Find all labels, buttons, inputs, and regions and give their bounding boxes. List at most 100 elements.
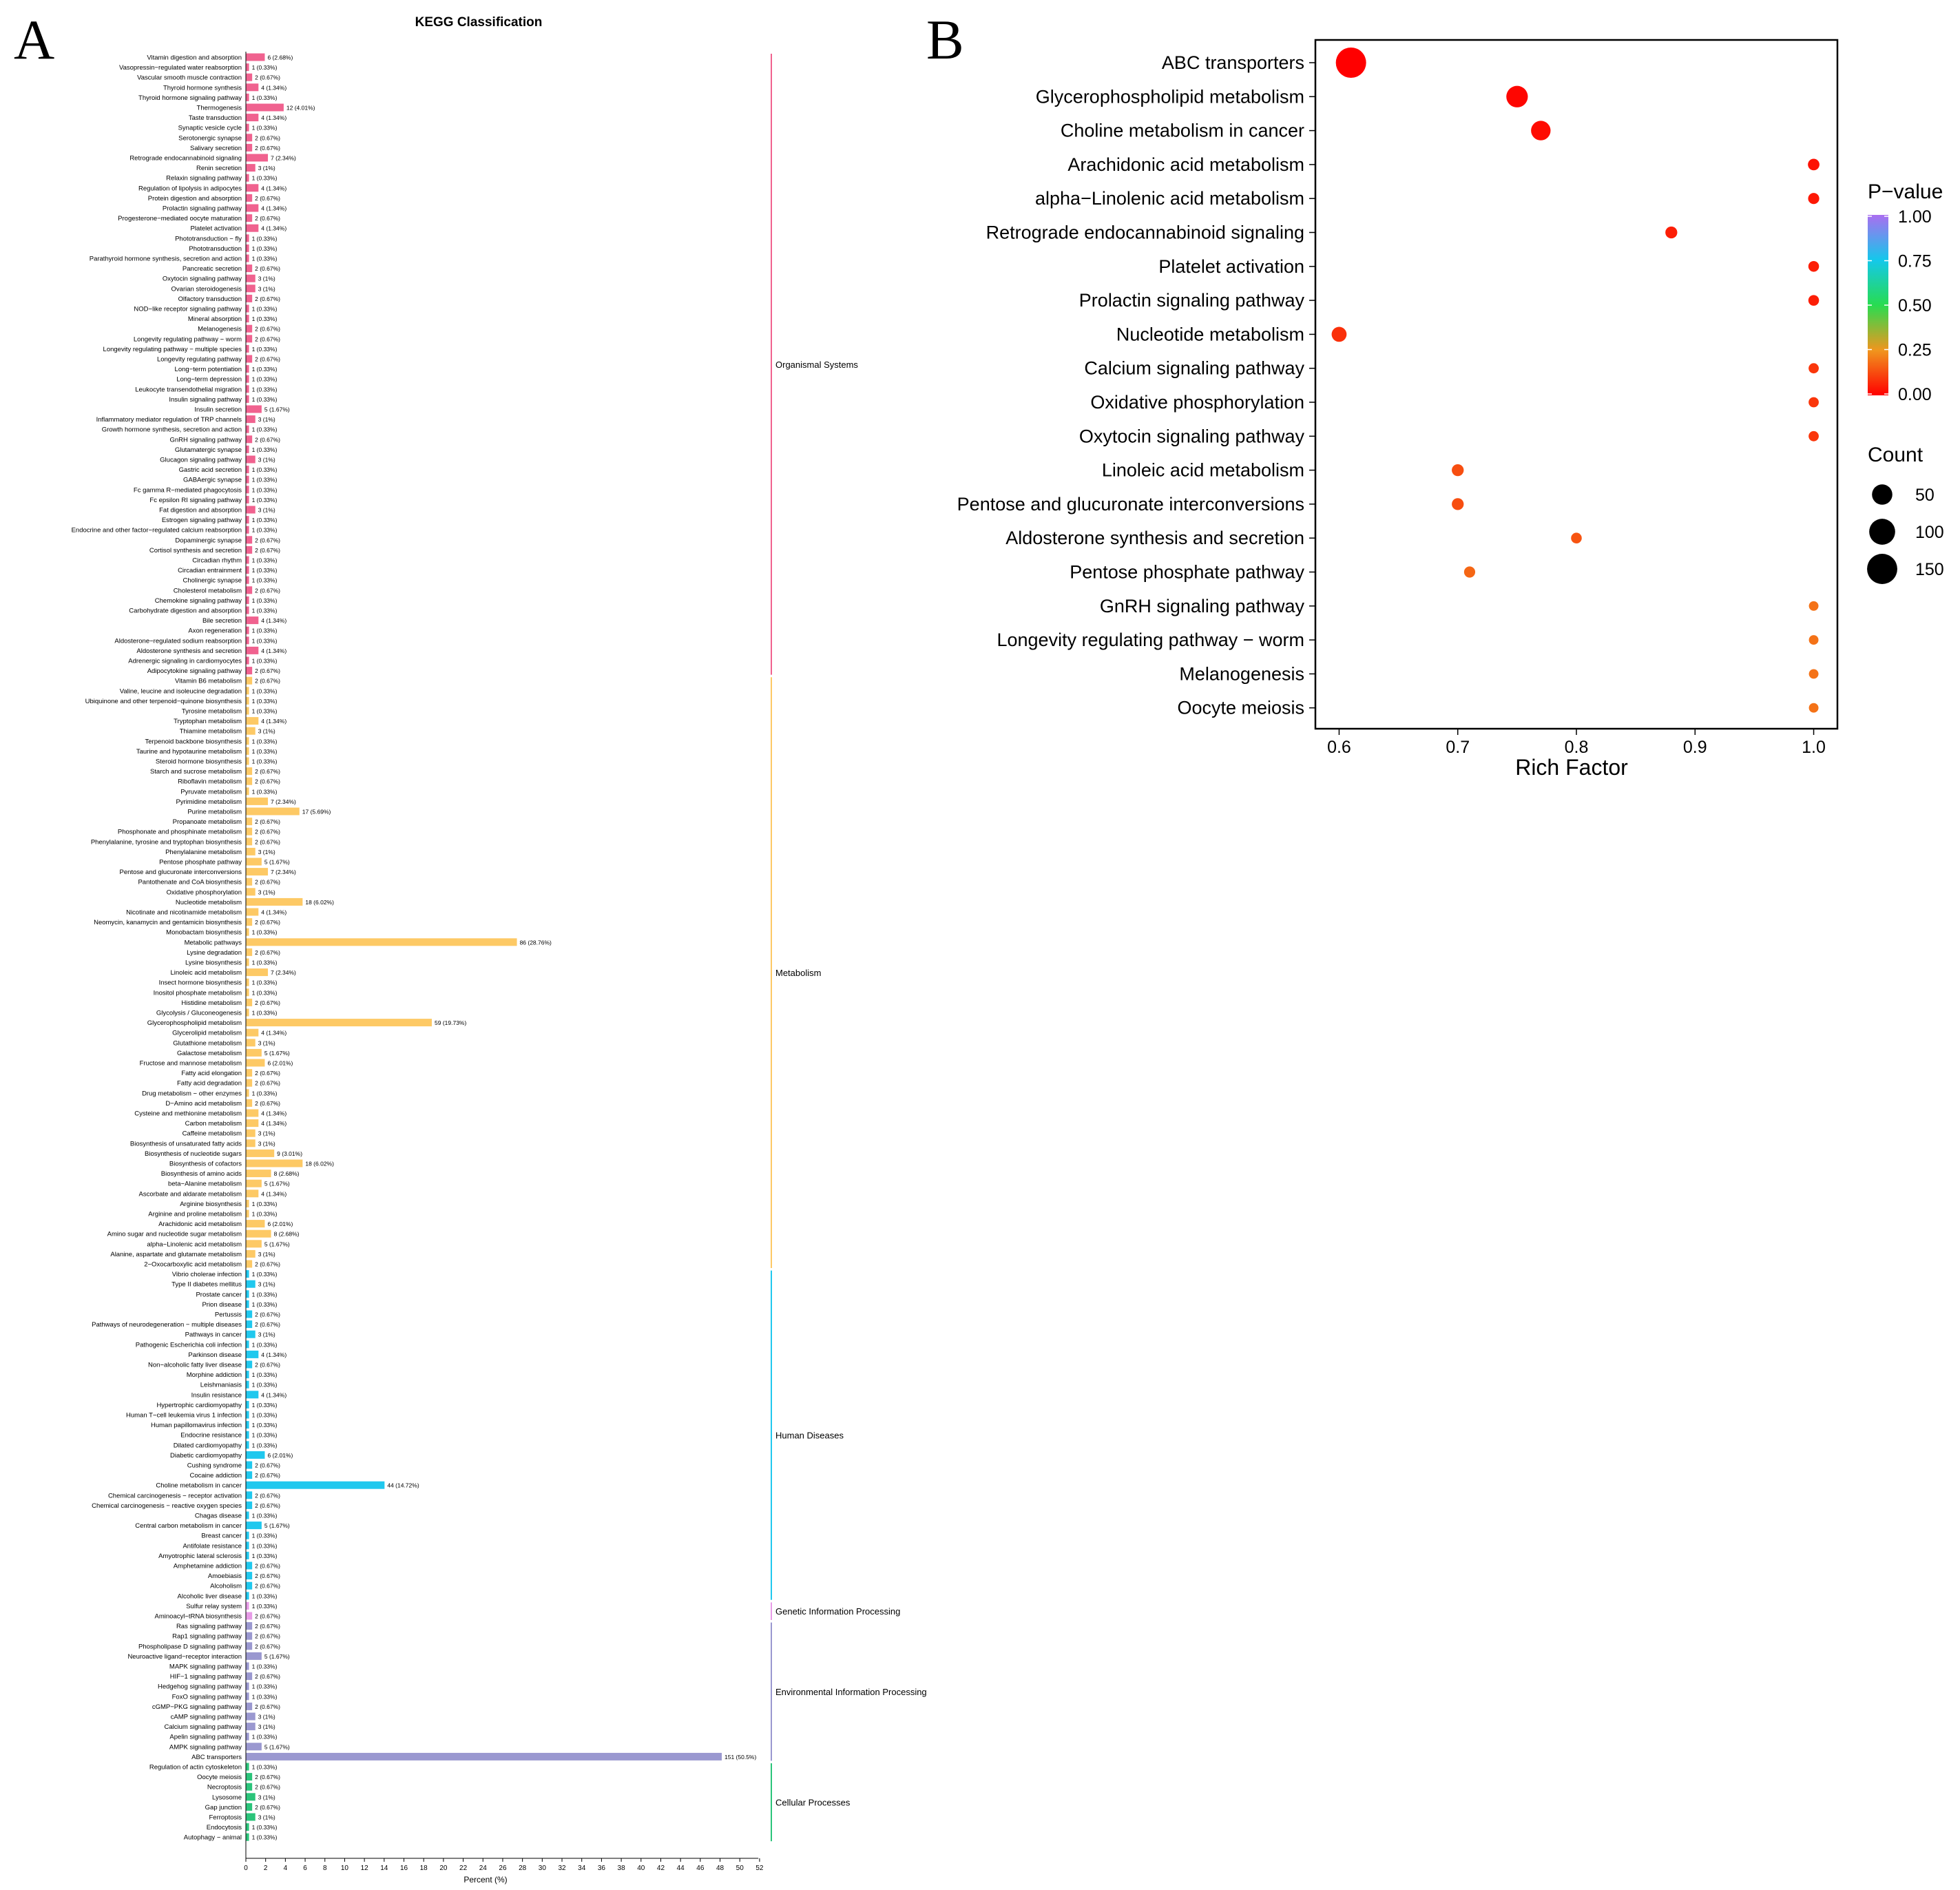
dot <box>1808 363 1819 374</box>
bar-value-label: 1 (0.33%) <box>252 497 278 503</box>
bar <box>246 938 517 946</box>
bar <box>246 93 249 101</box>
bar <box>246 777 253 785</box>
bar <box>246 546 253 554</box>
bar-value-label: 2 (0.67%) <box>255 919 280 926</box>
count-legend-title: Count <box>1868 444 1923 466</box>
bar-value-label: 1 (0.33%) <box>252 1402 278 1409</box>
bar-value-label: 2 (0.67%) <box>255 949 280 956</box>
count-legend-label: 50 <box>1915 486 1935 505</box>
bar-value-label: 5 (1.67%) <box>264 1522 290 1529</box>
category-label: Alcoholic liver disease <box>178 1592 242 1600</box>
bar <box>246 1008 249 1017</box>
category-label: Aldosterone synthesis and secretion <box>136 647 242 655</box>
bar-value-label: 3 (1%) <box>258 457 275 464</box>
bar <box>246 928 249 936</box>
bar-value-label: 1 (0.33%) <box>252 1552 278 1559</box>
category-label: Pyrimidine metabolism <box>176 798 242 806</box>
bar <box>246 1320 253 1329</box>
bar <box>246 1461 253 1469</box>
bar <box>246 908 259 916</box>
bar <box>246 1310 253 1318</box>
category-label: Glycerolipid metabolism <box>172 1030 242 1037</box>
bar-value-label: 1 (0.33%) <box>252 627 278 634</box>
bar-value-label: 2 (0.67%) <box>255 1613 280 1620</box>
bar <box>246 616 259 625</box>
bar-value-label: 2 (0.67%) <box>255 145 280 152</box>
dot <box>1452 464 1464 477</box>
category-label: Hedgehog signaling pathway <box>158 1683 242 1691</box>
category-label: Lysine biosynthesis <box>185 959 242 967</box>
bar <box>246 1421 249 1429</box>
bar <box>246 1712 256 1721</box>
bar <box>246 1119 259 1128</box>
category-label: Chemical carcinogenesis − receptor activ… <box>108 1492 242 1499</box>
x-tick-label: 0.8 <box>1565 738 1589 757</box>
x-tick-label: 16 <box>400 1865 408 1872</box>
category-label: Leukocyte transendothelial migration <box>135 386 242 393</box>
bar-value-label: 3 (1%) <box>258 1281 275 1288</box>
category-label: Circadian rhythm <box>192 557 242 565</box>
category-label: Arginine and proline metabolism <box>148 1211 242 1218</box>
y-tick-label: ABC transporters <box>1162 52 1304 73</box>
category-label: Progesterone−mediated oocyte maturation <box>118 215 242 222</box>
bar <box>246 1159 303 1167</box>
category-label: Thyroid hormone signaling pathway <box>138 94 242 102</box>
bar-value-label: 2 (0.67%) <box>255 1774 280 1780</box>
panel-label-b: B <box>926 8 964 71</box>
bar <box>246 1672 253 1681</box>
bar-value-label: 3 (1%) <box>258 1794 275 1800</box>
category-label: Tyrosine metabolism <box>182 708 242 716</box>
bar-value-label: 5 (1.67%) <box>264 406 290 413</box>
bar <box>246 968 269 977</box>
bar-value-label: 2 (0.67%) <box>255 215 280 222</box>
bar <box>246 1249 256 1258</box>
x-tick-label: 22 <box>459 1865 468 1872</box>
bar-value-label: 1 (0.33%) <box>252 175 278 182</box>
category-label: Thyroid hormone synthesis <box>163 84 242 92</box>
category-label: Biosynthesis of nucleotide sugars <box>145 1150 242 1158</box>
bar <box>246 1360 253 1369</box>
bar-value-label: 2 (0.67%) <box>255 768 280 775</box>
bar-value-label: 2 (0.67%) <box>255 335 280 342</box>
category-label: Glucagon signaling pathway <box>160 457 242 464</box>
bar-value-label: 2 (0.67%) <box>255 818 280 825</box>
bar-value-label: 1 (0.33%) <box>252 256 278 262</box>
bar-value-label: 2 (0.67%) <box>255 1311 280 1318</box>
bar <box>246 355 253 363</box>
bar <box>246 858 262 866</box>
x-tick-label: 12 <box>361 1865 369 1872</box>
y-tick-label: GnRH signaling pathway <box>1100 596 1305 616</box>
bar <box>246 395 249 403</box>
bar <box>246 1300 249 1308</box>
category-label: Vitamin B6 metabolism <box>175 678 242 685</box>
y-tick-label: Arachidonic acid metabolism <box>1067 154 1304 175</box>
category-label: Central carbon metabolism in cancer <box>135 1522 242 1530</box>
bar-value-label: 3 (1%) <box>258 849 275 855</box>
bar-value-label: 2 (0.67%) <box>255 1633 280 1640</box>
bar <box>246 1592 249 1600</box>
category-label: Chemical carcinogenesis − reactive oxyge… <box>92 1502 242 1510</box>
category-label: Steroid hormone biosynthesis <box>156 758 242 766</box>
bar-value-label: 3 (1%) <box>258 507 275 514</box>
bar-value-label: 1 (0.33%) <box>252 527 278 534</box>
category-label: Sulfur relay system <box>186 1603 242 1610</box>
category-label: Biosynthesis of amino acids <box>161 1170 242 1178</box>
bar <box>246 1190 259 1198</box>
bar <box>246 807 300 816</box>
bar <box>246 486 249 494</box>
bar-value-label: 6 (2.01%) <box>267 1221 293 1227</box>
bar-value-label: 1 (0.33%) <box>252 929 278 936</box>
category-label: Olfactory transduction <box>178 295 242 303</box>
bar <box>246 174 249 182</box>
bar <box>246 1069 253 1077</box>
bar <box>246 114 259 122</box>
category-label: Bile secretion <box>202 617 242 625</box>
category-label: Insulin signaling pathway <box>169 396 242 404</box>
bar <box>246 948 253 956</box>
category-label: Amyotrophic lateral sclerosis <box>158 1552 242 1560</box>
chart-a-title: KEGG Classification <box>415 15 543 30</box>
x-tick-label: 24 <box>479 1865 488 1872</box>
category-label: Regulation of lipolysis in adipocytes <box>138 185 242 192</box>
category-label: Rap1 signaling pathway <box>172 1633 242 1641</box>
